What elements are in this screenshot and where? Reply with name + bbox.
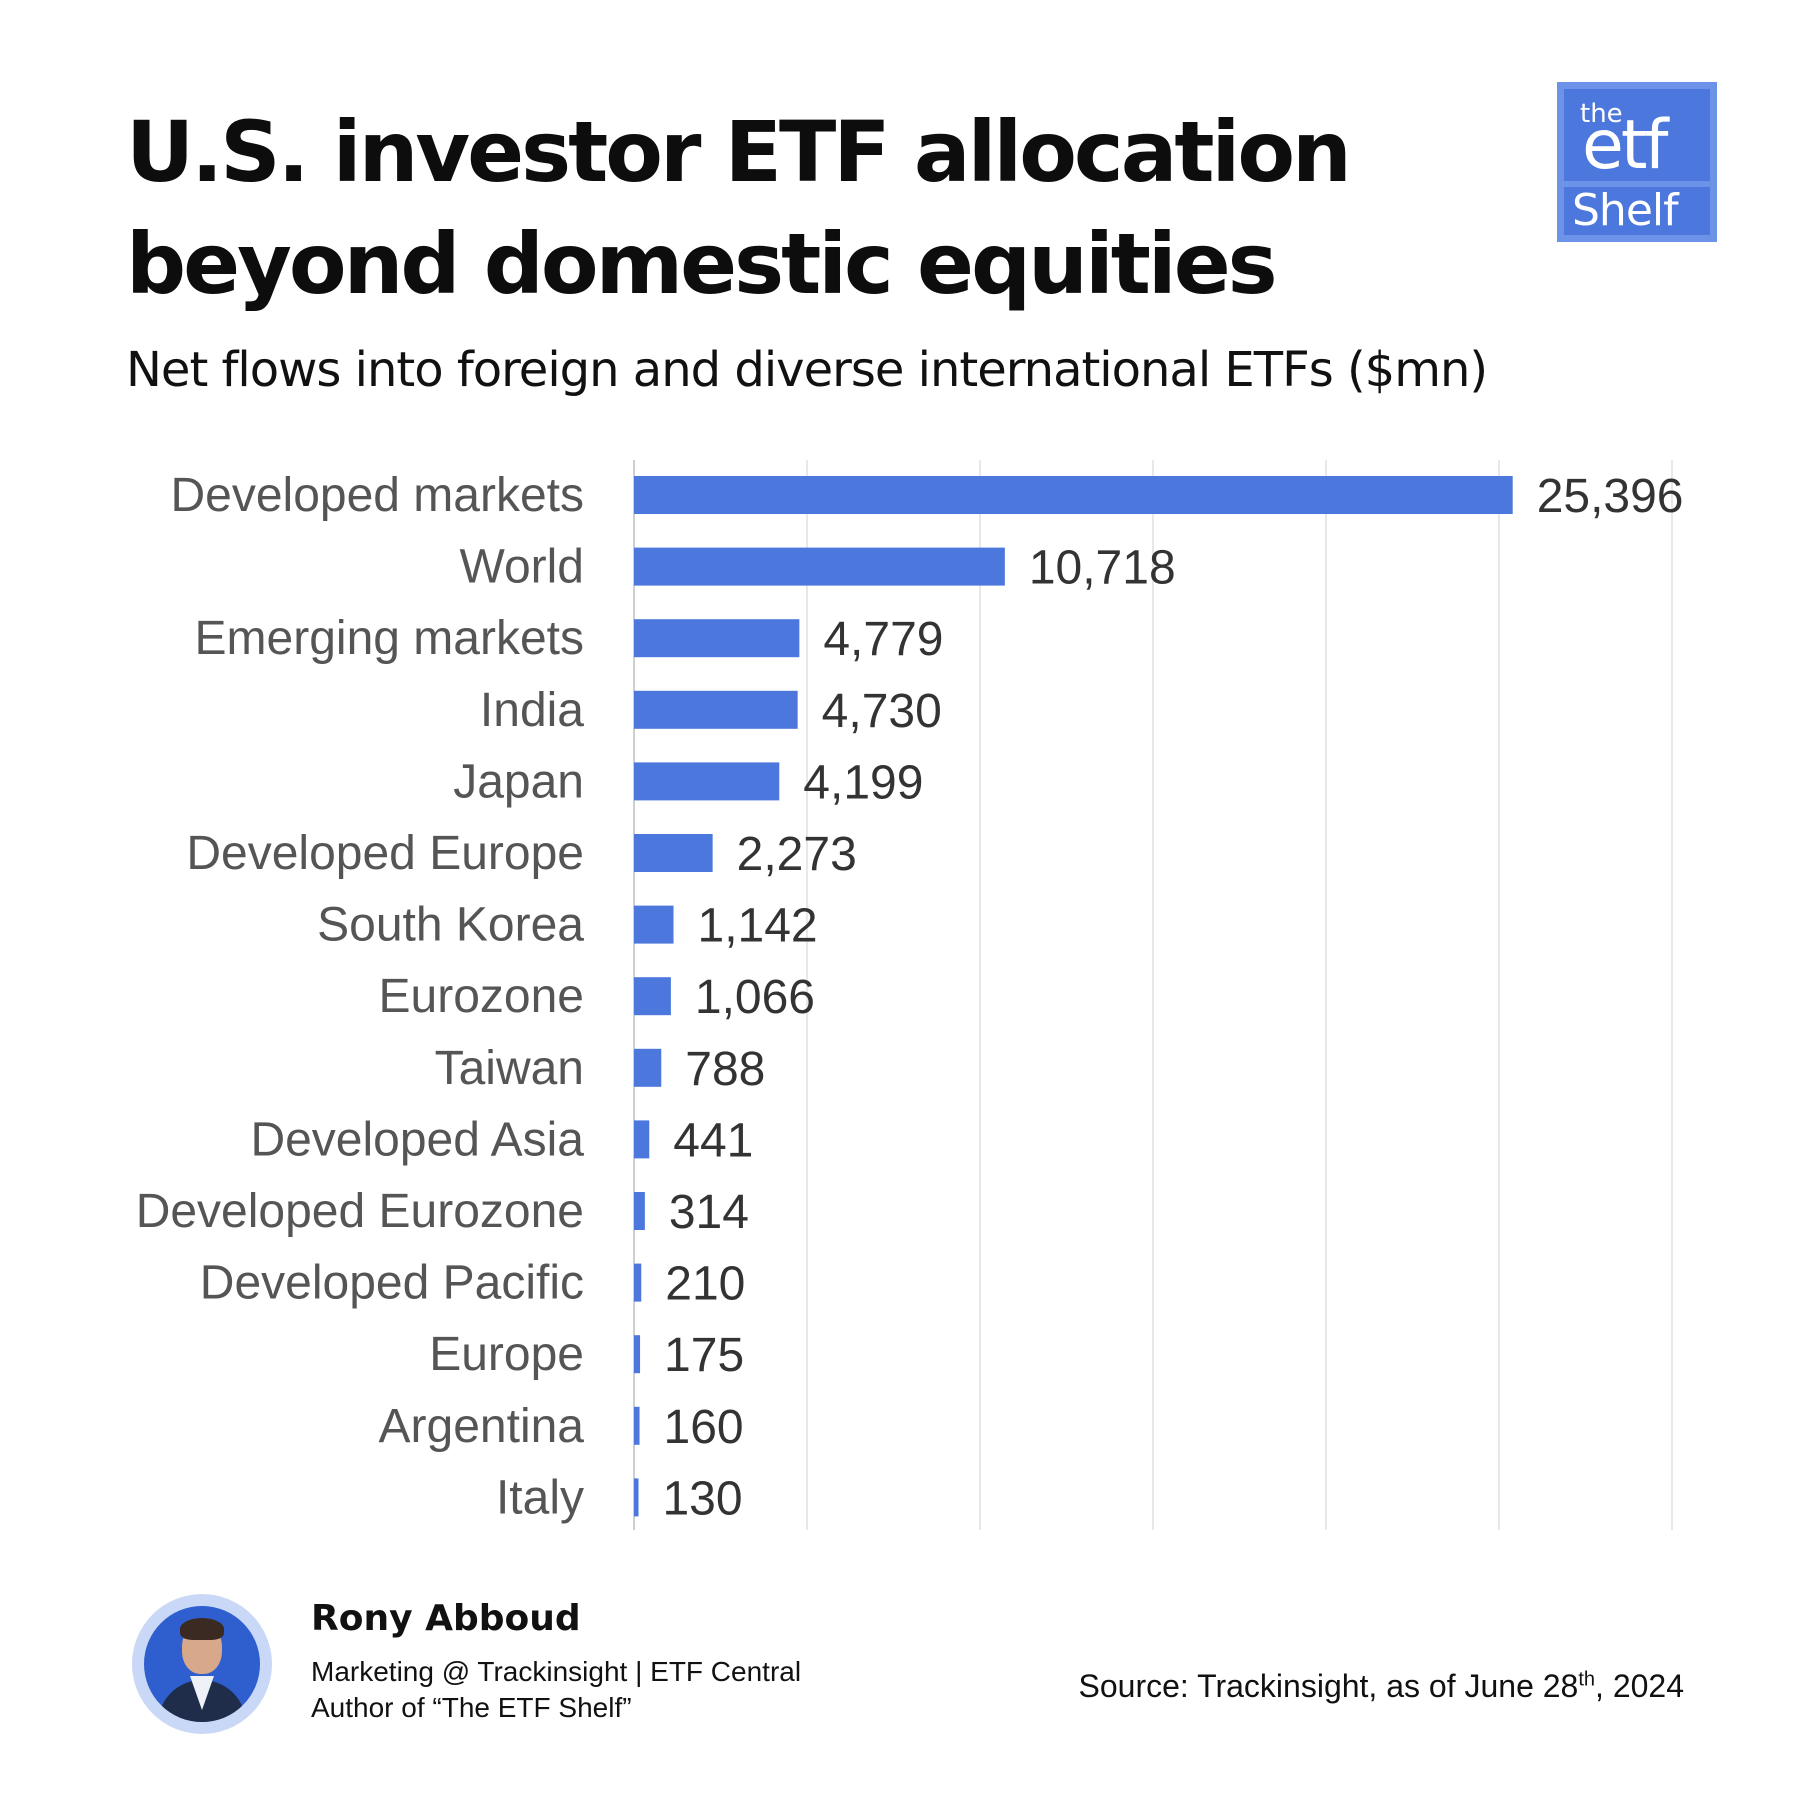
bar bbox=[634, 1335, 641, 1374]
author-avatar bbox=[132, 1594, 272, 1734]
bar bbox=[634, 619, 800, 658]
bar bbox=[634, 905, 674, 944]
value-label: 788 bbox=[685, 1043, 765, 1096]
bar bbox=[634, 1406, 640, 1445]
logo-text-etf: etf bbox=[1582, 106, 1668, 185]
bar-chart: Developed markets 25,396 World 10,718 Emergi… bbox=[136, 460, 1684, 1530]
source-text: Source: Trackinsight, as of June 28 bbox=[1078, 1668, 1579, 1704]
bar bbox=[634, 1478, 639, 1517]
author-book: Author of “The ETF Shelf” bbox=[311, 1692, 632, 1723]
value-label: 1,142 bbox=[698, 900, 818, 953]
value-label: 130 bbox=[662, 1472, 742, 1525]
footer: Rony Abboud Marketing @ Trackinsight | E… bbox=[0, 1580, 1800, 1770]
author-role: Marketing @ Trackinsight | ETF Central bbox=[311, 1656, 802, 1687]
value-label: 4,199 bbox=[803, 756, 923, 809]
category-label: Taiwan bbox=[435, 1042, 584, 1095]
bar bbox=[634, 690, 798, 729]
value-label: 1,066 bbox=[695, 971, 815, 1024]
value-label: 175 bbox=[664, 1329, 744, 1382]
source-year: , 2024 bbox=[1595, 1668, 1684, 1704]
category-label: Developed Eurozone bbox=[136, 1185, 584, 1238]
logo-divider bbox=[1564, 181, 1710, 187]
category-label: Argentina bbox=[379, 1400, 585, 1453]
value-label: 25,396 bbox=[1537, 470, 1684, 523]
bar bbox=[634, 1192, 645, 1230]
logo-text-the: the bbox=[1580, 99, 1623, 129]
bar bbox=[634, 1048, 662, 1087]
category-label: Italy bbox=[496, 1471, 584, 1524]
bar bbox=[634, 1263, 642, 1302]
value-label: 10,718 bbox=[1029, 542, 1176, 595]
category-label: Developed Asia bbox=[250, 1113, 584, 1166]
category-label: Emerging markets bbox=[195, 612, 584, 665]
bar bbox=[634, 977, 671, 1016]
value-label: 160 bbox=[664, 1401, 744, 1454]
category-label: Europe bbox=[429, 1328, 584, 1381]
category-label: Japan bbox=[453, 755, 584, 808]
source-note: Source: Trackinsight, as of June 28th, 2… bbox=[1079, 1668, 1684, 1705]
value-label: 4,779 bbox=[823, 613, 943, 666]
value-label: 441 bbox=[673, 1114, 753, 1167]
category-label: Developed Pacific bbox=[200, 1257, 584, 1310]
source-superscript: th bbox=[1578, 1668, 1596, 1691]
author-name: Rony Abboud bbox=[311, 1598, 581, 1639]
bar bbox=[634, 1120, 650, 1159]
etf-shelf-logo: the etf Shelf bbox=[1557, 82, 1717, 242]
chart-title: U.S. investor ETF allocation beyond dome… bbox=[126, 96, 1426, 320]
category-label: Eurozone bbox=[379, 970, 584, 1023]
value-label: 2,273 bbox=[737, 828, 857, 881]
category-label: World bbox=[460, 541, 584, 594]
label-layer: Developed markets 25,396 World 10,718 Emergi… bbox=[136, 469, 1684, 1525]
category-label: South Korea bbox=[317, 899, 584, 952]
bar bbox=[634, 476, 1513, 514]
bar bbox=[634, 547, 1005, 586]
value-label: 4,730 bbox=[822, 685, 942, 738]
category-label: India bbox=[480, 684, 584, 737]
category-label: Developed markets bbox=[170, 469, 584, 522]
chart-subtitle: Net flows into foreign and diverse inter… bbox=[126, 342, 1488, 398]
bar bbox=[634, 834, 713, 872]
title-line-1: U.S. investor ETF allocation bbox=[126, 103, 1352, 201]
value-label: 210 bbox=[665, 1258, 745, 1311]
logo-text-shelf: Shelf bbox=[1572, 185, 1679, 236]
value-label: 314 bbox=[669, 1186, 749, 1239]
category-label: Developed Europe bbox=[186, 827, 584, 880]
bar bbox=[634, 762, 780, 801]
title-line-2: beyond domestic equities bbox=[126, 215, 1278, 313]
bar-layer bbox=[634, 476, 1513, 1517]
